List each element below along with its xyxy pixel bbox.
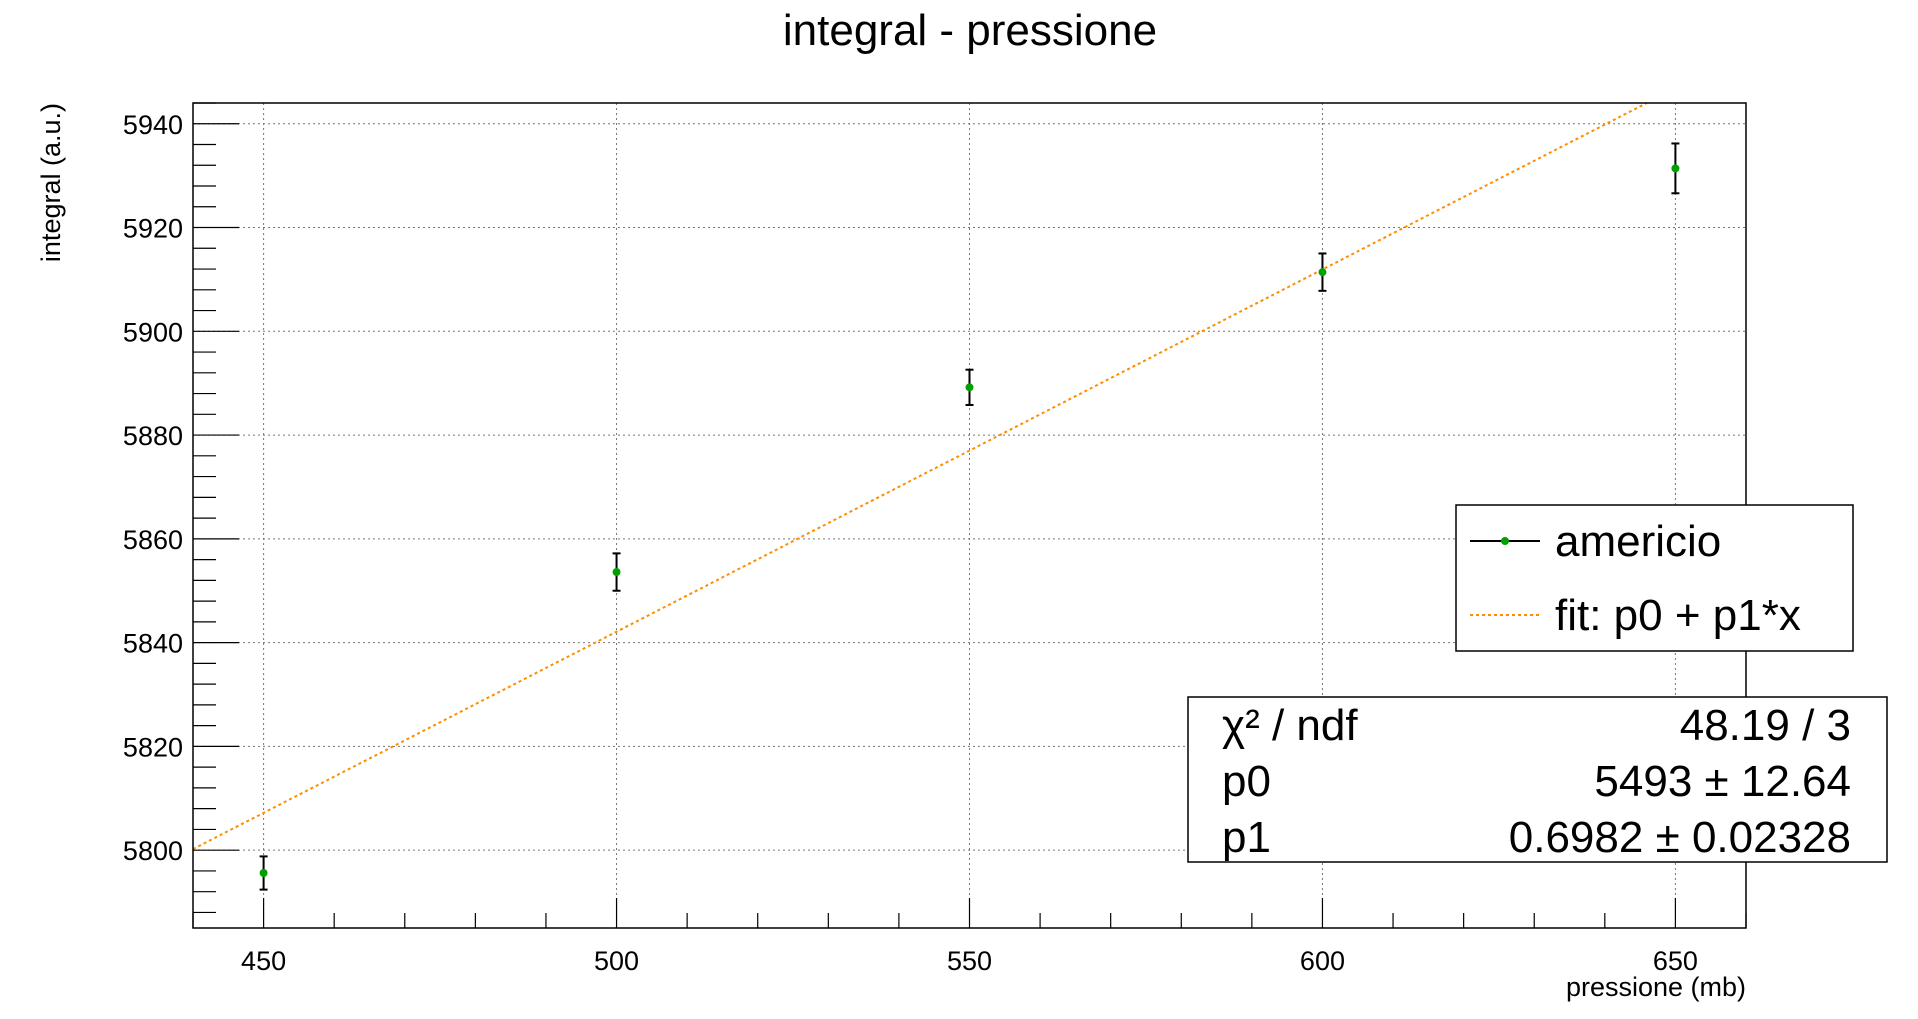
y-tick-label: 5800 — [123, 836, 183, 866]
x-tick-label: 550 — [947, 946, 992, 976]
fit-layer — [192, 102, 1648, 850]
y-tick-label: 5860 — [123, 525, 183, 555]
data-point — [259, 869, 268, 877]
y-tick-label: 5940 — [123, 110, 183, 140]
y-axis-label: integral (a.u.) — [36, 103, 66, 262]
data-point — [612, 568, 621, 577]
grid — [193, 103, 1746, 928]
stat-name-p0: p0 — [1222, 757, 1271, 806]
stat-value-chi2: 48.19 / 3 — [1680, 701, 1851, 750]
legend-entry-fit: fit: p0 + p1*x — [1555, 591, 1801, 640]
legend-entry-americio: americio — [1555, 517, 1721, 566]
data-point — [965, 383, 974, 392]
data-point — [1318, 268, 1327, 277]
stat-name-p1: p1 — [1222, 813, 1271, 862]
y-tick-label: 5840 — [123, 629, 183, 659]
x-tick-label: 450 — [241, 946, 286, 976]
y-axis: 5800 5820 5840 5860 5880 5900 5920 5940 — [123, 102, 239, 914]
x-tick-label: 500 — [594, 946, 639, 976]
x-tick-label: 650 — [1653, 946, 1698, 976]
x-axis: 450 500 550 600 650 — [192, 898, 1747, 976]
chart-title: integral - pressione — [783, 6, 1157, 55]
data-points — [259, 142, 1680, 891]
y-tick-label: 5920 — [123, 214, 183, 244]
y-tick-label: 5880 — [123, 421, 183, 451]
fit-line — [192, 102, 1648, 850]
stat-name-chi2: χ² / ndf — [1222, 701, 1358, 750]
y-tick-label: 5900 — [123, 317, 183, 347]
data-point — [1671, 164, 1680, 173]
x-tick-label: 600 — [1300, 946, 1345, 976]
stats-box-frame — [1187, 696, 1888, 863]
x-axis-label: pressione (mb) — [1566, 972, 1746, 1002]
legend-marker-dot — [1501, 537, 1509, 545]
fit-stats-box: χ² / ndf 48.19 / 3 p0 5493 ± 12.64 p1 0.… — [1187, 696, 1888, 863]
y-tick-label: 5820 — [123, 732, 183, 762]
stat-value-p1: 0.6982 ± 0.02328 — [1509, 813, 1851, 862]
legend-box — [1455, 504, 1854, 652]
stat-value-p0: 5493 ± 12.64 — [1594, 757, 1851, 806]
legend: americio fit: p0 + p1*x — [1455, 504, 1854, 652]
